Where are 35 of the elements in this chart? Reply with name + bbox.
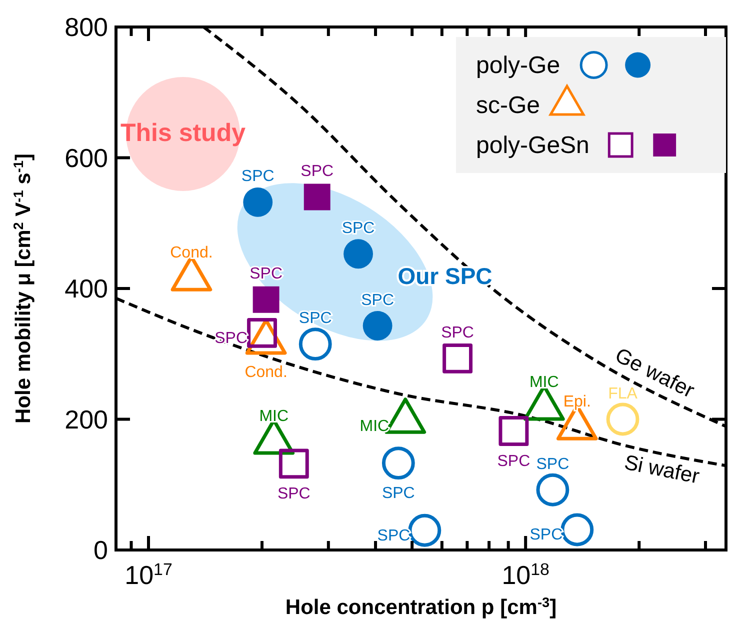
annotation: This study — [120, 119, 246, 147]
data-label: SPC — [298, 310, 332, 328]
x-tick-label: 10$^{18}$ — [502, 560, 550, 590]
data-label: SPC — [277, 486, 310, 503]
data-label: SPC — [214, 330, 248, 347]
data-label: Cond. — [170, 244, 213, 262]
legend-label: sc-Ge — [476, 92, 540, 119]
data-label: MIC — [259, 408, 289, 426]
legend-label: poly-Ge — [476, 52, 560, 79]
data-label: SPC — [241, 168, 274, 186]
text: Si wafer — [622, 451, 702, 488]
data-label: FLA — [608, 385, 638, 402]
x-tick-label: 10$^{17}$ — [124, 560, 172, 590]
data-label: SPC — [497, 453, 530, 470]
legend-label: poly-GeSn — [476, 132, 590, 159]
x-axis-title: Hole concentration p [cm$^{-3}$] — [285, 594, 557, 619]
data-label: SPC — [300, 162, 334, 180]
y-tick-label: 200 — [64, 404, 108, 434]
y-tick-label: 400 — [64, 274, 108, 304]
data-label: SPC — [250, 266, 283, 283]
y-tick-label: 800 — [64, 12, 108, 42]
data-label: Epi. — [563, 394, 591, 411]
data-label: Cond. — [244, 364, 288, 382]
data-label: MIC — [360, 418, 390, 436]
data-label: MIC — [529, 374, 559, 392]
data-label: SPC — [530, 526, 563, 544]
annotation: Our SPC — [398, 263, 492, 289]
data-label: SPC — [441, 324, 474, 342]
data-label: SPC — [382, 485, 415, 502]
data-label: SPC — [377, 527, 410, 544]
data-label: SPC — [361, 292, 394, 309]
y-tick-label: 0 — [94, 535, 108, 565]
data-label: SPC — [342, 220, 375, 237]
data-label: SPC — [536, 456, 570, 473]
y-tick-label: 600 — [64, 142, 108, 173]
